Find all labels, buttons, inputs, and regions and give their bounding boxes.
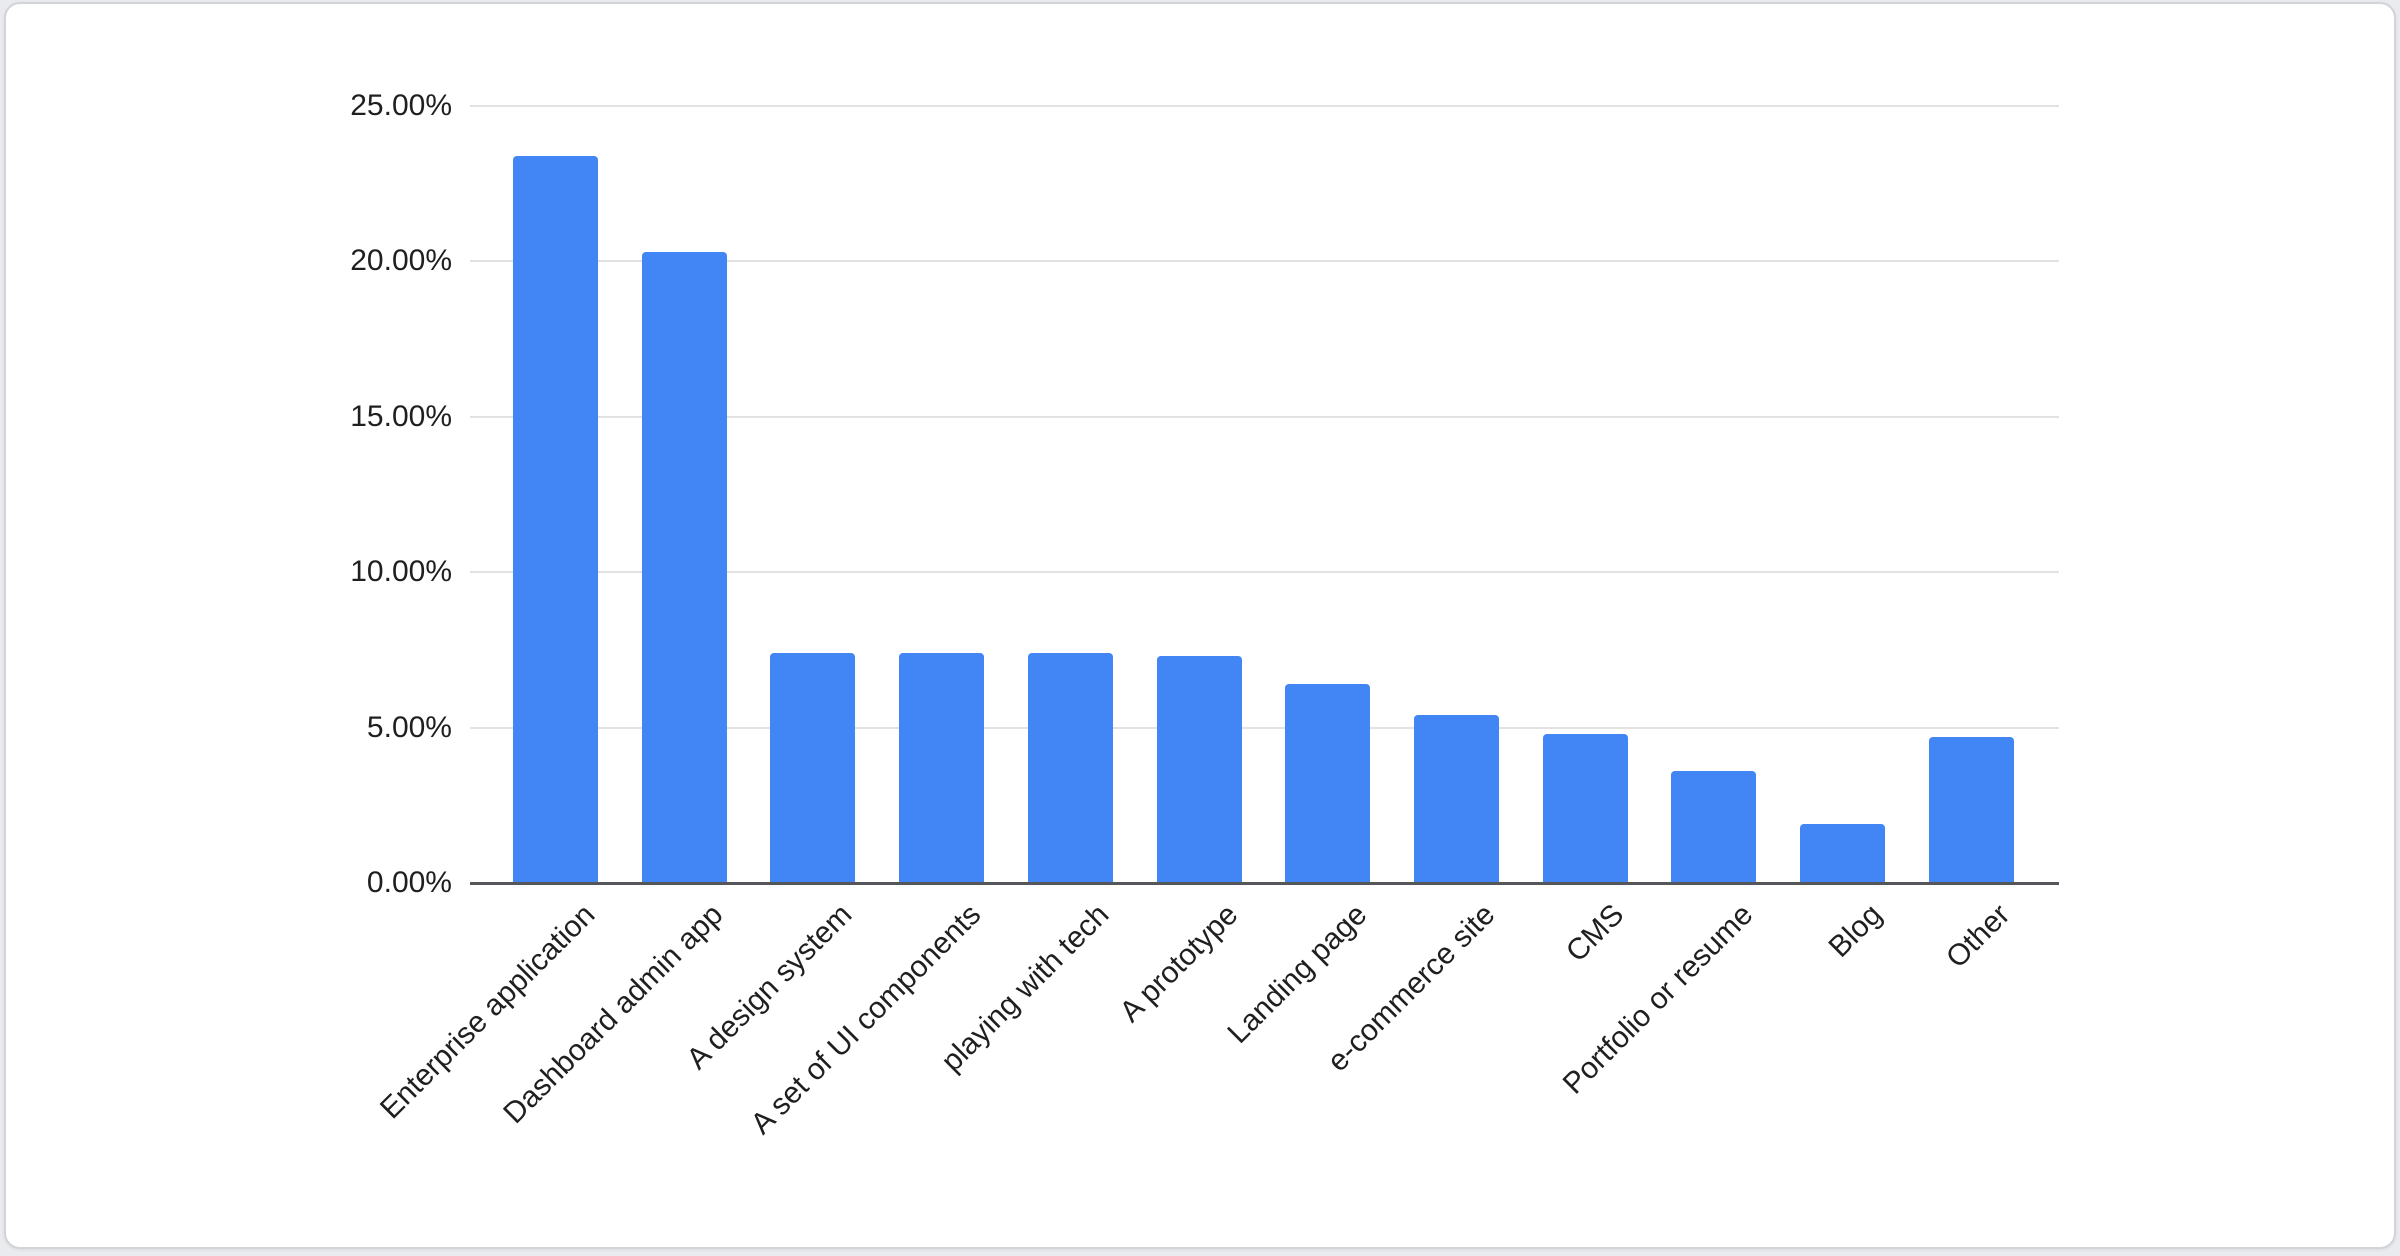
y-axis-label: 20.00%	[350, 244, 452, 278]
bar[interactable]	[1156, 656, 1242, 883]
x-axis-label: Enterprise application	[373, 898, 601, 1126]
bar[interactable]	[1928, 736, 2014, 883]
bar[interactable]	[1027, 653, 1113, 883]
y-axis-label: 25.00%	[350, 89, 452, 122]
x-axis-label: Dashboard admin app	[497, 898, 730, 1131]
bar[interactable]	[513, 155, 598, 883]
x-axis-label: CMS	[1559, 898, 1631, 969]
gridline	[470, 105, 2059, 107]
chart-card	[4, 2, 2396, 1249]
y-axis-label: 5.00%	[366, 710, 452, 744]
y-axis-label: 0.00%	[366, 866, 452, 899]
y-axis-label: 15.00%	[350, 399, 452, 433]
gridline	[470, 726, 2059, 729]
bar[interactable]	[770, 653, 856, 883]
bar[interactable]	[1542, 733, 1628, 883]
plot-area	[470, 105, 2059, 883]
x-axis-line	[470, 882, 2059, 885]
bar[interactable]	[899, 653, 985, 883]
bar[interactable]	[1800, 823, 1885, 883]
x-axis-label: Blog	[1822, 898, 1888, 964]
gridline	[470, 571, 2059, 574]
bar[interactable]	[1413, 715, 1499, 883]
y-axis-label: 10.00%	[350, 555, 452, 589]
bar[interactable]	[1285, 684, 1371, 883]
bar[interactable]	[1671, 771, 1757, 883]
x-axis-label: A set of UI components	[744, 898, 987, 1141]
gridline	[470, 260, 2059, 263]
x-axis-label: A prototype	[1113, 898, 1245, 1029]
gridline	[470, 415, 2059, 418]
bar[interactable]	[641, 252, 727, 883]
x-axis-label: Other	[1940, 898, 2017, 975]
